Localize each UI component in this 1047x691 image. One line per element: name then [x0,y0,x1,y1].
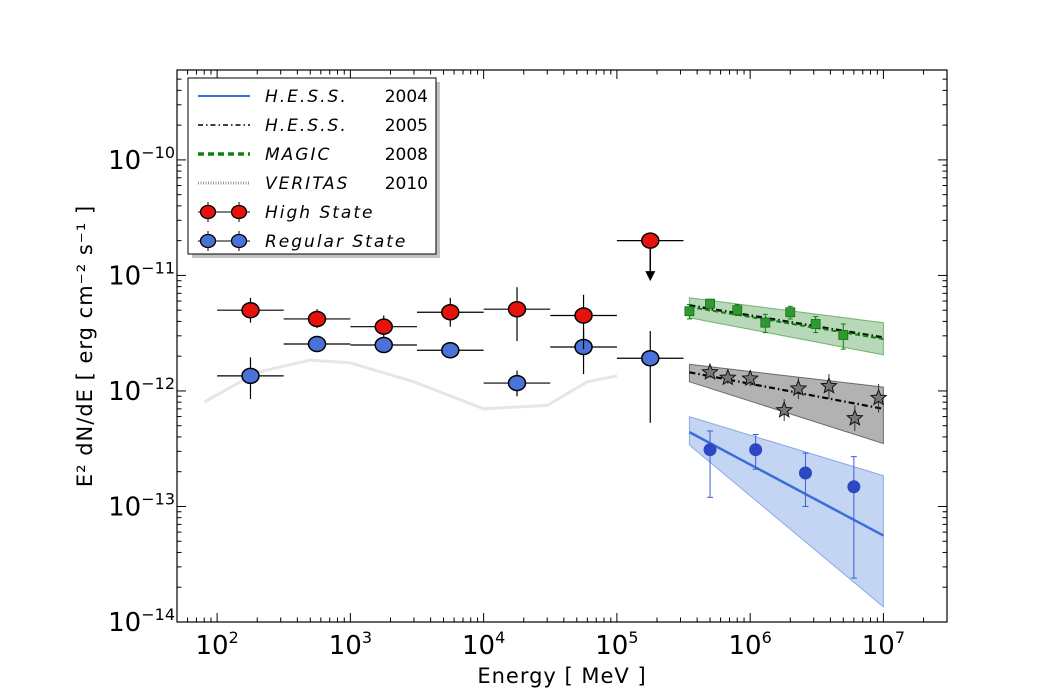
high-state-point [507,300,527,318]
tick-label-exponent: 7 [895,628,905,647]
high-state-point [241,301,260,319]
x-tick-label: 107 [862,628,905,661]
hess-2004-point [847,480,861,494]
x-tick-label: 102 [195,628,238,661]
magic-2008-band [688,297,884,356]
tick-label-exponent: 3 [362,628,372,647]
legend-entry-year: 2005 [385,116,428,136]
hess-2004-point [798,466,812,480]
magic-2008-point [705,298,715,309]
hess-2005-point [701,362,719,380]
y-tick-label: 10−11 [108,258,175,291]
hess-2005-fit-line [689,371,884,410]
tick-label-base: 10 [729,631,762,661]
x-tick-labels: 102 103 104 105 106 107 [195,628,905,661]
y-tick-label: 10−14 [108,605,175,638]
magic-2008-point [785,307,796,318]
hess-2005-point [775,400,794,418]
tick-label-exponent: −11 [141,258,175,277]
x-axis-label: Energy [ MeV ] [477,664,646,688]
magic-2008-fit-line [689,304,884,339]
upper-limit-arrow-head [645,271,656,282]
hess-2004-point [749,443,763,457]
tick-label-base: 10 [108,146,141,176]
high-state-point [307,310,327,328]
legend-entry-year: 2010 [385,174,428,194]
regular-state-point [241,367,260,385]
tick-label-exponent: 6 [762,628,772,647]
faint-background-curve-layer [203,358,618,411]
y-tick-label: 10−10 [108,143,175,176]
regular-state-point [374,336,393,354]
magic-2008-point [810,319,821,329]
tick-label-base: 10 [108,608,141,638]
tick-label-exponent: 2 [229,628,239,647]
regular-state-point [441,342,460,359]
y-tick-label: 10−13 [108,489,175,522]
x-tick-label: 106 [729,628,772,661]
tick-label-base: 10 [462,631,495,661]
tick-label-base: 10 [195,631,228,661]
magic-2008-point [760,317,771,328]
high-state-point [374,318,393,335]
x-tick-label: 103 [329,628,372,661]
tick-label-exponent: −14 [141,605,175,624]
legend-entry-year: 2004 [385,87,428,107]
tick-label-base: 10 [108,492,141,522]
tick-label-exponent: −13 [141,489,175,508]
magic-2008-point [838,330,849,340]
hess-2004-point [703,443,717,457]
tick-label-base: 10 [595,631,628,661]
regular-state-point [307,335,327,353]
hess-2005-point [869,388,888,406]
legend-box [187,77,437,255]
tick-label-exponent: −12 [141,374,175,393]
regular-state-point [641,349,660,367]
legend-marker [199,204,217,220]
legend: H.E.S.S. 2004 H.E.S.S. 2005 MAGIC 2008 VERITAS… [187,77,440,258]
regular-state-point [507,374,527,392]
legend-entry-name: H.E.S.S. [265,87,348,107]
y-tick-label: 10−12 [108,374,175,407]
tick-label-exponent: 5 [628,628,638,647]
x-tick-label: 104 [462,628,505,661]
hess-2005-point [718,368,737,386]
tick-label-base: 10 [329,631,362,661]
magic-2008-point [732,305,743,316]
magic-2008-dashed-overlay [689,305,884,341]
hess-2004-band [688,415,884,608]
legend-entry-name: VERITAS [265,174,349,194]
x-tick-label: 105 [595,628,638,661]
hess-2005-point [845,408,864,426]
legend-entry-name: High State [265,203,374,223]
legend-marker [230,233,248,249]
faint-model-curve [203,358,618,411]
hess-2005-point [741,369,760,387]
legend-marker [230,204,248,220]
high-state-point [574,307,593,324]
high-state-point [641,232,660,249]
hess-2005-point [789,379,808,397]
legend-entry-year: 2008 [385,145,428,165]
axis-ticks-layer [176,69,948,623]
legend-entry-name: Regular State [265,232,407,252]
y-axis-label: E² dN/dE [ erg cm⁻² s⁻¹ ] [73,205,97,487]
tick-label-exponent: −10 [141,143,175,162]
tick-label-base: 10 [862,631,895,661]
legend-entry-name: H.E.S.S. [265,116,348,136]
magic-2008-point [684,306,695,317]
hess-2005-point [820,376,838,394]
legend-entry-name: MAGIC [265,145,331,165]
tick-label-base: 10 [108,377,141,407]
tick-label-exponent: 4 [495,628,505,647]
hess-2004-fit-line [688,431,885,537]
high-state-point [441,303,460,321]
legend-marker [199,233,217,249]
tick-label-base: 10 [108,261,141,291]
plot-frame [176,69,948,623]
fit-lines-layer [688,304,885,537]
data-points-layer [217,232,888,579]
